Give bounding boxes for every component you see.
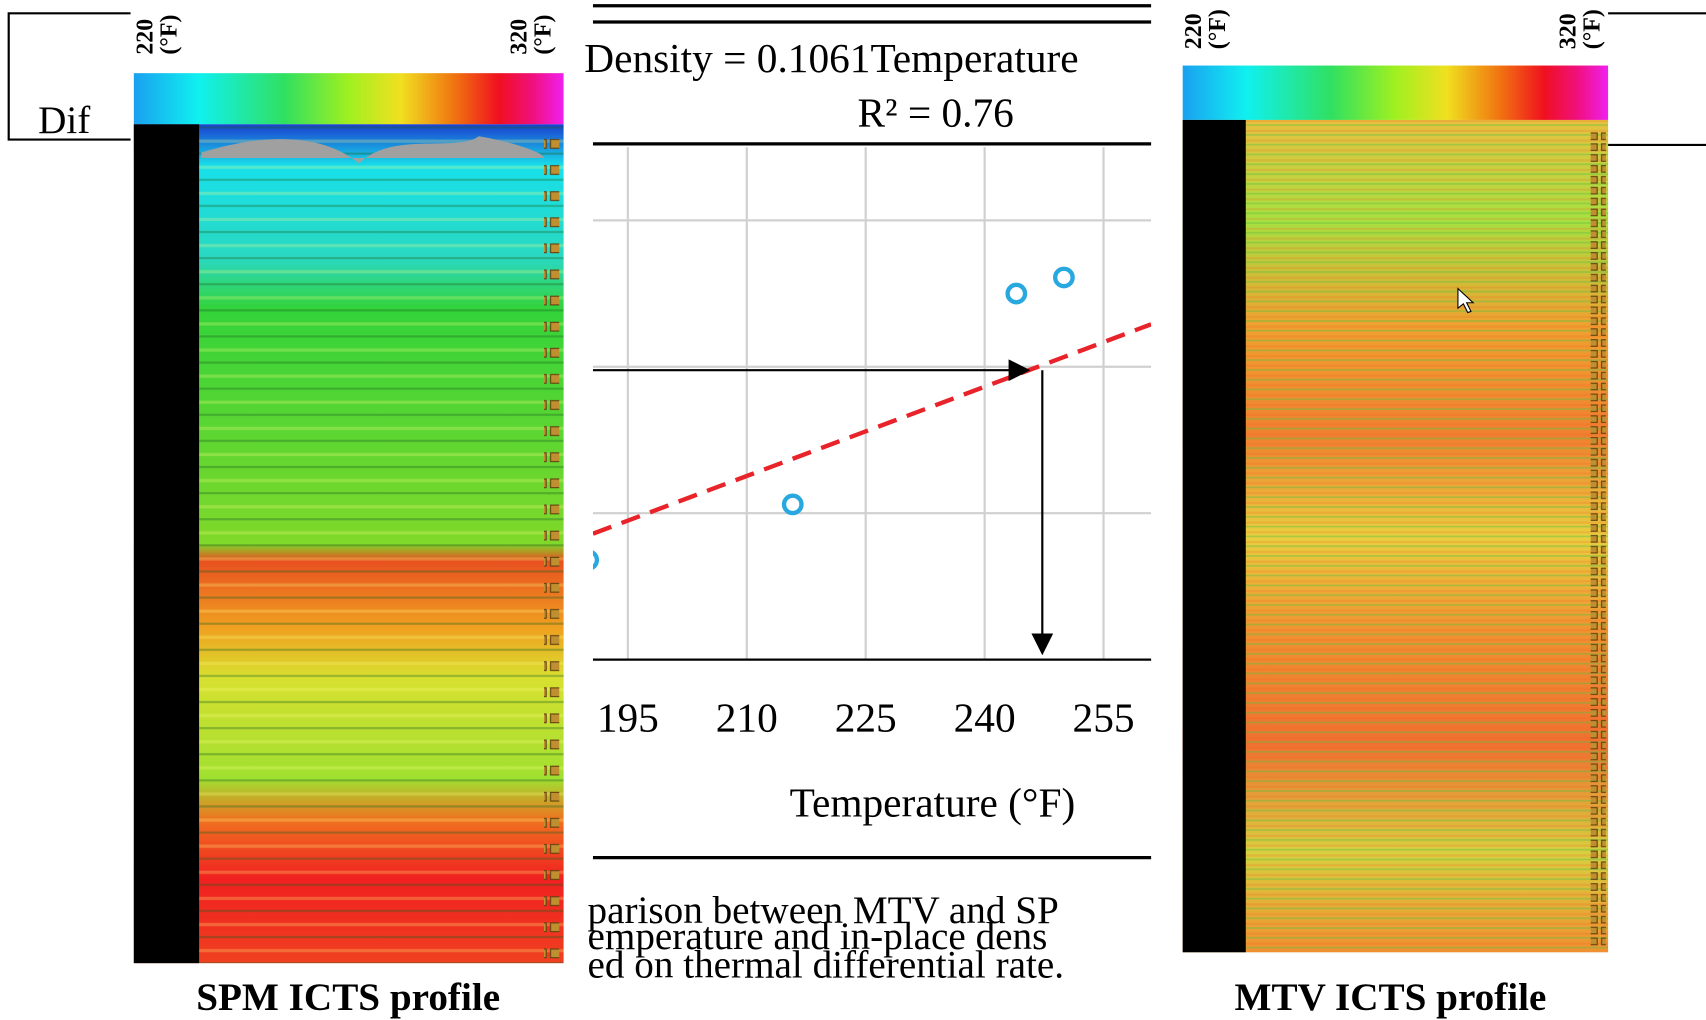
heatmap-stripes [199,124,564,964]
point [1005,282,1028,305]
x-axis-label: Temperature (°F) [790,779,1076,826]
point [1053,266,1075,289]
point [592,550,600,570]
cursor [1457,287,1475,314]
scale-unit: (°F) [1205,9,1231,49]
chart-title: Density = 0.1061Temperature [584,35,1078,81]
panel-rule [592,4,1152,860]
box-outline [1608,12,1706,147]
depth-markers [544,124,560,964]
scale-unit: (°F) [156,15,182,55]
depth-markers [1590,130,1606,947]
scale-labels: 220 (°F) 320 (°F) [1181,9,1605,49]
caption-line: ed on thermal differential rate. [588,943,1065,986]
profile-title: SPM ICTS profile [196,976,500,1019]
scatter-panel: Density = 0.1061Temperature R² = 0.76 Te… [584,4,1152,986]
profile-title: MTV ICTS profile [1235,976,1547,1019]
scale-max: 320 [1555,13,1581,49]
caption-line: parison between MTV and SP [588,889,1059,932]
x-tick-label: 255 [1073,694,1135,740]
box-outline [7,12,131,141]
x-tick-label: 240 [954,694,1016,740]
color-bar [1182,65,1609,120]
box-text: Dif [38,99,91,142]
heatmap-void [201,136,545,164]
heatmap-stripes [1245,119,1609,953]
black-strip [133,124,200,964]
color-bar [133,73,564,125]
plot-area [592,147,1152,660]
caption-line: emperature and in-place dens [588,915,1048,958]
black-strip [1182,119,1246,953]
scale-min: 220 [1181,13,1207,49]
scale-max: 320 [507,19,533,55]
point [781,493,804,516]
x-tick-label: 210 [716,694,778,740]
scale-min: 220 [132,19,158,55]
x-tick-label: 195 [597,694,659,740]
scale-labels: 220 (°F) 320 (°F) [132,15,556,55]
x-tick-label: 225 [835,694,897,740]
chart-subtitle: R² = 0.76 [858,89,1014,135]
scale-unit: (°F) [531,15,557,55]
trendline [592,322,1152,536]
scale-unit: (°F) [1579,9,1605,49]
